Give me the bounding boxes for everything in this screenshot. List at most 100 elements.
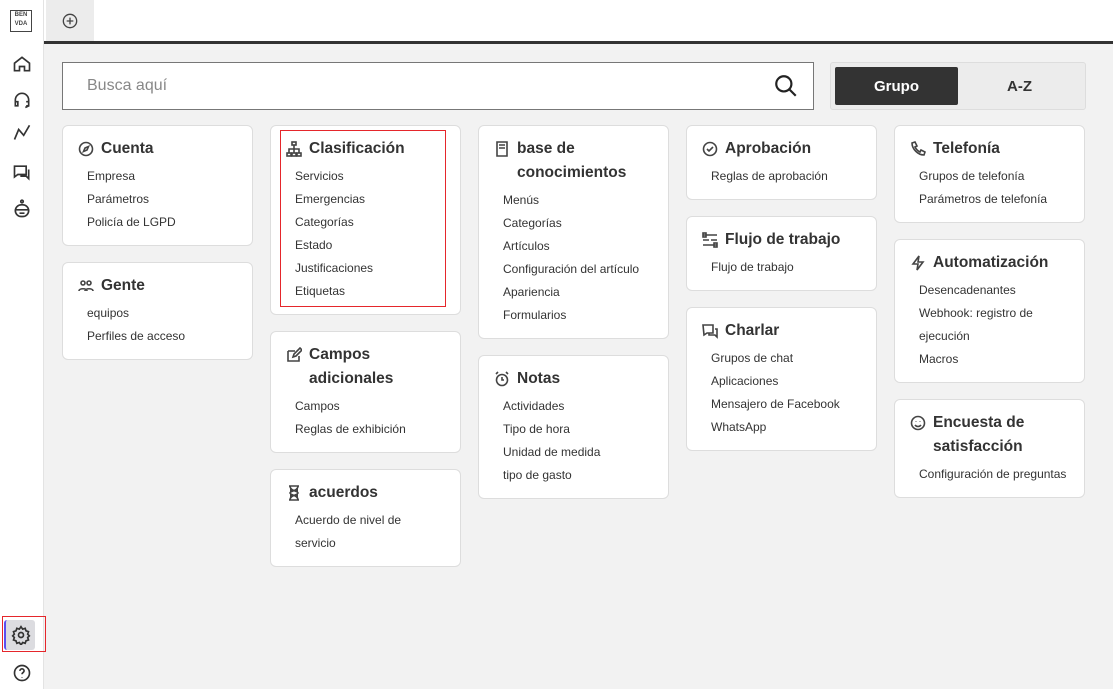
settings-link[interactable]: Grupos de telefonía xyxy=(919,169,1025,183)
settings-link[interactable]: Grupos de chat xyxy=(711,351,794,365)
card-title: Automatización xyxy=(933,254,1049,271)
settings-card-smile: Encuesta de satisfacción Configuración de… xyxy=(894,399,1085,498)
settings-link[interactable]: Empresa xyxy=(87,169,136,183)
settings-link[interactable]: Reglas de aprobación xyxy=(711,169,828,183)
bolt-icon xyxy=(911,255,925,271)
settings-button[interactable] xyxy=(4,620,35,650)
card-header: Campos adicionales xyxy=(286,343,445,391)
new-tab-button[interactable] xyxy=(46,0,94,41)
analytics-icon[interactable] xyxy=(10,120,34,144)
settings-link[interactable]: WhatsApp xyxy=(711,420,767,434)
chat-icon xyxy=(702,324,718,339)
settings-card-people: Gente equipos Perfiles de acceso xyxy=(62,262,253,360)
card-title: Campos adicionales xyxy=(309,346,394,387)
settings-link[interactable]: Justificaciones xyxy=(295,261,374,275)
settings-link[interactable]: Unidad de medida xyxy=(503,445,601,459)
card-title: Encuesta de satisfacción xyxy=(933,414,1025,455)
search-icon[interactable] xyxy=(773,73,799,99)
card-title: Clasificación xyxy=(309,140,405,157)
settings-card-compass: Cuenta Empresa Parámetros Policía de LGPD xyxy=(62,125,253,246)
edit-icon xyxy=(287,347,302,362)
home-icon[interactable] xyxy=(10,52,34,76)
settings-card-phone: Telefonía Grupos de telefonía Parámetros d… xyxy=(894,125,1085,223)
bot-icon[interactable] xyxy=(10,197,34,221)
card-header: Telefonía xyxy=(910,137,1069,161)
group-view-button[interactable]: Grupo xyxy=(835,67,958,105)
settings-link[interactable]: Formularios xyxy=(503,308,567,322)
card-title: Gente xyxy=(101,277,145,294)
card-header: Charlar xyxy=(702,319,861,343)
headset-icon[interactable] xyxy=(10,88,34,112)
settings-link[interactable]: Webhook: registro de ejecución xyxy=(919,306,1033,343)
settings-link[interactable]: Flujo de trabajo xyxy=(711,260,794,274)
card-header: Encuesta de satisfacción xyxy=(910,411,1069,459)
settings-link[interactable]: Perfiles de acceso xyxy=(87,329,186,343)
az-view-button[interactable]: A-Z xyxy=(1007,77,1032,95)
card-title: Notas xyxy=(517,370,561,387)
settings-link[interactable]: equipos xyxy=(87,306,130,320)
settings-link[interactable]: Configuración de preguntas xyxy=(919,467,1067,481)
alarm-icon xyxy=(495,371,509,387)
column: base de conocimientos Menús Categorías Artí… xyxy=(478,125,669,567)
search-input[interactable] xyxy=(87,77,773,95)
settings-link[interactable]: Tipo de hora xyxy=(503,422,570,436)
search-bar xyxy=(62,62,814,110)
topbar xyxy=(44,0,1113,44)
help-icon[interactable] xyxy=(10,661,34,685)
settings-card-book: base de conocimientos Menús Categorías Artí… xyxy=(478,125,669,339)
settings-link[interactable]: Etiquetas xyxy=(295,284,346,298)
card-header: Aprobación xyxy=(702,137,861,161)
settings-link[interactable]: Actividades xyxy=(503,399,565,413)
settings-link[interactable]: Acuerdo de nivel de servicio xyxy=(295,513,402,550)
settings-link[interactable]: Mensajero de Facebook xyxy=(711,397,840,411)
view-toggle: Grupo A-Z xyxy=(830,62,1086,110)
plus-circle-icon xyxy=(62,13,78,28)
card-title: Cuenta xyxy=(101,140,154,157)
hierarchy-icon xyxy=(286,141,302,157)
settings-link[interactable]: Aplicaciones xyxy=(711,374,779,388)
settings-link[interactable]: Emergencias xyxy=(295,192,366,206)
settings-link[interactable]: tipo de gasto xyxy=(503,468,572,482)
settings-card-bolt: Automatización Desencadenantes Webhook: re… xyxy=(894,239,1085,383)
gear-icon xyxy=(10,625,31,645)
phone-icon xyxy=(911,141,926,156)
chat-icon[interactable] xyxy=(10,160,34,184)
settings-link[interactable]: Categorías xyxy=(503,216,562,230)
card-header: Automatización xyxy=(910,251,1069,275)
settings-grid: Cuenta Empresa Parámetros Policía de LGPD Ge… xyxy=(62,125,1085,567)
column: Telefonía Grupos de telefonía Parámetros d… xyxy=(894,125,1085,567)
settings-link[interactable]: Policía de LGPD xyxy=(87,215,176,229)
settings-card-alarm: Notas Actividades Tipo de hora Unidad de me… xyxy=(478,355,669,499)
settings-link[interactable]: Apariencia xyxy=(503,285,560,299)
settings-link[interactable]: Desencadenantes xyxy=(919,283,1016,297)
card-title: acuerdos xyxy=(309,484,378,501)
settings-link[interactable]: Servicios xyxy=(295,169,344,183)
settings-card-hierarchy: Clasificación Servicios Emergencias Categor… xyxy=(270,125,461,315)
people-icon xyxy=(78,280,94,292)
card-header: acuerdos xyxy=(286,481,445,505)
card-title: Telefonía xyxy=(933,140,1000,157)
card-title: Charlar xyxy=(725,322,780,339)
card-header: base de conocimientos xyxy=(494,137,653,185)
settings-link[interactable]: Parámetros xyxy=(87,192,150,206)
card-header: Flujo de trabajo xyxy=(702,228,861,252)
settings-link[interactable]: Reglas de exhibición xyxy=(295,422,406,436)
logo: BEN VDA xyxy=(10,10,32,32)
settings-link[interactable]: Configuración del artículo xyxy=(503,262,640,276)
compass-icon xyxy=(78,141,94,157)
settings-link[interactable]: Menús xyxy=(503,193,540,207)
workflow-icon xyxy=(702,232,718,248)
settings-link[interactable]: Campos xyxy=(295,399,340,413)
settings-link[interactable]: Estado xyxy=(295,238,333,252)
settings-link[interactable]: Categorías xyxy=(295,215,354,229)
settings-link[interactable]: Parámetros de telefonía xyxy=(919,192,1048,206)
smile-icon xyxy=(910,415,926,431)
column: Clasificación Servicios Emergencias Categor… xyxy=(270,125,461,567)
card-title: base de conocimientos xyxy=(517,140,627,181)
settings-link[interactable]: Macros xyxy=(919,352,959,366)
settings-link[interactable]: Artículos xyxy=(503,239,550,253)
hourglass-icon xyxy=(289,485,299,501)
settings-card-check-circle: Aprobación Reglas de aprobación xyxy=(686,125,877,200)
book-icon xyxy=(496,141,508,157)
settings-card-edit: Campos adicionales Campos Reglas de exhibi… xyxy=(270,331,461,453)
